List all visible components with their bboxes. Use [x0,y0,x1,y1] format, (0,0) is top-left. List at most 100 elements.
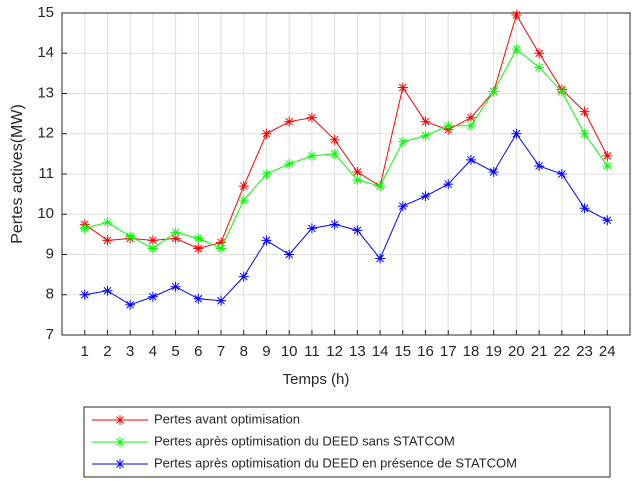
marker [534,48,545,59]
marker [352,225,363,236]
x-tick-label: 17 [440,343,457,360]
marker [556,169,567,179]
x-tick-label: 24 [599,343,616,360]
marker [306,150,317,161]
legend-label: Pertes après optimisation du DEED en pré… [154,455,517,470]
marker [352,175,363,186]
marker [216,243,227,254]
marker [79,223,90,234]
marker [216,237,227,248]
x-tick-label: 21 [531,343,548,360]
marker [602,160,613,171]
x-tick-label: 3 [126,343,134,360]
marker [420,191,431,202]
marker [329,148,340,159]
marker [397,82,408,93]
x-tick-label: 1 [81,343,89,360]
marker [261,128,272,139]
marker [375,181,386,192]
marker [465,120,476,131]
marker [238,271,249,282]
legend-label: Pertes après optimisation du DEED sans S… [154,433,455,448]
series-line [84,132,608,306]
marker [420,130,431,141]
legend-marker [115,415,125,425]
marker [284,116,295,127]
marker [511,10,522,21]
legend-marker [115,437,125,447]
marker [443,120,454,131]
marker [511,128,522,139]
marker [420,116,431,127]
x-tick-label: 13 [349,343,366,360]
marker [170,281,181,292]
legend-label: Pertes avant optimisation [154,411,300,426]
x-axis-label: Temps (h) [283,371,350,388]
x-tick-label: 14 [372,343,389,360]
marker [329,134,340,145]
marker [397,201,408,212]
marker [579,106,590,117]
x-tick-label: 9 [262,343,270,360]
marker [125,299,136,310]
marker [579,128,590,139]
marker [284,158,295,169]
marker [170,233,181,244]
x-tick-label: 2 [103,343,111,360]
marker [306,112,317,123]
marker [397,136,408,147]
marker [579,203,590,214]
x-tick-label: 16 [417,343,434,360]
marker [488,86,499,97]
marker [193,233,204,244]
y-tick-label: 13 [37,84,54,101]
marker [238,181,249,192]
y-tick-label: 8 [46,286,54,303]
marker [193,293,204,304]
marker [261,235,272,246]
marker [602,215,613,226]
marker [147,243,158,254]
legend-box [83,406,611,478]
marker [465,112,476,123]
marker [534,160,545,171]
x-tick-label: 4 [149,343,157,360]
y-tick-label: 11 [38,165,54,182]
marker [602,150,613,161]
series-line [84,48,608,250]
y-tick-label: 9 [46,245,54,262]
marker [79,289,90,300]
marker [102,217,113,228]
y-tick-label: 15 [37,4,54,21]
x-tick-label: 20 [508,343,525,360]
marker [329,219,340,230]
marker [102,285,113,296]
x-tick-label: 19 [485,343,502,360]
y-tick-label: 12 [37,125,54,142]
marker [125,231,136,242]
marker [284,249,295,260]
y-tick-label: 10 [37,205,54,222]
x-tick-label: 22 [553,343,570,360]
x-tick-label: 12 [326,343,343,360]
x-tick-label: 5 [171,343,179,360]
marker [534,62,545,73]
y-tick-label: 7 [46,326,54,343]
x-tick-label: 6 [194,343,202,360]
marker [193,243,204,254]
marker [216,295,227,306]
legend-marker [115,459,125,469]
x-tick-label: 7 [217,343,225,360]
x-tick-label: 23 [576,343,593,360]
y-axis-label: Pertes actives(MW) [9,104,26,244]
marker [147,235,158,246]
marker [511,44,522,55]
plot-frame [61,12,631,336]
x-tick-label: 18 [463,343,480,360]
marker [261,169,272,179]
x-tick-label: 8 [240,343,248,360]
marker [147,291,158,302]
marker [375,253,386,264]
